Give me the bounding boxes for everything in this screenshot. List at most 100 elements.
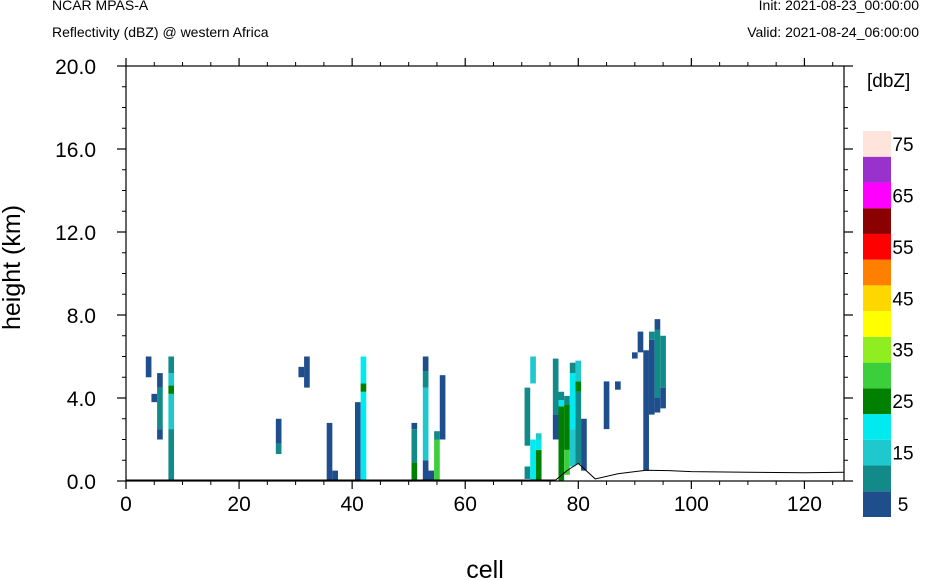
reflectivity-cell	[581, 418, 587, 471]
x-axis-title: cell	[466, 556, 504, 580]
reflectivity-cell	[275, 443, 282, 455]
reflectivity-cell	[168, 373, 175, 386]
terrain-layer	[126, 462, 845, 481]
reflectivity-cell	[654, 319, 661, 330]
reflectivity-cell	[354, 402, 361, 481]
y-tick-label: 20.0	[55, 56, 96, 79]
reflectivity-cell	[422, 356, 429, 372]
reflectivity-cell	[552, 414, 559, 440]
reflectivity-cell	[535, 433, 542, 440]
colorbar-label: 45	[892, 289, 913, 310]
reflectivity-cell	[360, 356, 367, 384]
reflectivity-cell	[631, 352, 638, 359]
colorbar-swatch	[863, 362, 891, 389]
reflectivity-cell	[168, 385, 175, 394]
reflectivity-cell	[558, 400, 565, 407]
y-axis-title: height (km)	[0, 205, 26, 330]
reflectivity-cell	[157, 373, 163, 388]
axis-ticks: 0 20 40 60 80 100 120 0.0 4.0 8.0 12.0 16.0 20.0	[55, 56, 853, 516]
reflectivity-cell	[157, 429, 163, 440]
colorbar-swatch	[863, 465, 891, 492]
x-tick-label: 120	[787, 493, 822, 516]
colorbar-label: 65	[892, 186, 913, 207]
colorbar-swatch	[863, 388, 891, 415]
reflectivity-cell	[524, 387, 531, 446]
colorbar: 5 15 25 35 45 55 65 75	[863, 131, 914, 517]
reflectivity-cell	[575, 391, 582, 465]
reflectivity-cell	[411, 429, 418, 463]
reflectivity-cell	[411, 422, 418, 430]
reflectivity-cell	[575, 360, 582, 382]
colorbar-label: 75	[892, 135, 913, 156]
colorbar-swatch	[863, 491, 891, 517]
colorbar-swatch	[863, 131, 891, 157]
reflectivity-cell	[422, 371, 429, 388]
field-title: Reflectivity (dBZ) @ western Africa	[52, 24, 269, 40]
reflectivity-cell	[151, 393, 158, 403]
reflectivity-cell	[603, 381, 610, 430]
x-tick-label: 100	[674, 493, 709, 516]
colorbar-label: 25	[892, 392, 913, 413]
colorbar-label: 5	[898, 495, 909, 516]
reflectivity-cell	[637, 331, 644, 353]
reflectivity-cell	[298, 366, 305, 378]
colorbar-label: 35	[892, 341, 913, 362]
reflectivity-cell	[569, 373, 576, 430]
reflectivity-cell	[530, 439, 536, 481]
colorbar-swatch	[863, 156, 891, 183]
y-tick-label: 0.0	[67, 471, 96, 494]
x-tick-label: 0	[120, 493, 132, 516]
y-tick-label: 16.0	[55, 139, 96, 162]
reflectivity-cell	[564, 404, 570, 450]
reflectivity-cell	[145, 356, 152, 378]
reflectivity-cell	[422, 387, 429, 461]
x-tick-label: 40	[340, 493, 363, 516]
reflectivity-cell	[157, 387, 163, 430]
reflectivity-cell	[535, 449, 542, 481]
reflectivity-cell	[569, 429, 576, 467]
reflectivity-cell	[564, 449, 570, 475]
reflectivity-cells	[145, 319, 666, 481]
reflectivity-cell	[552, 358, 559, 415]
x-tick-label: 20	[227, 493, 250, 516]
colorbar-swatch	[863, 336, 891, 363]
reflectivity-cell	[434, 431, 440, 440]
colorbar-swatch	[863, 285, 891, 312]
y-tick-label: 12.0	[55, 222, 96, 245]
reflectivity-cell	[643, 350, 649, 471]
reflectivity-cell	[524, 466, 531, 479]
reflectivity-cell	[660, 387, 666, 409]
reflectivity-cell	[360, 391, 367, 481]
reflectivity-cell	[558, 406, 565, 481]
colorbar-swatch	[863, 439, 891, 466]
reflectivity-cell	[428, 470, 435, 481]
reflectivity-cell	[648, 331, 655, 340]
colorbar-swatch	[863, 182, 891, 209]
colorbar-swatch	[863, 208, 891, 234]
reflectivity-cell	[422, 460, 429, 481]
reflectivity-cell	[648, 339, 655, 415]
reflectivity-cell	[575, 381, 582, 392]
reflectivity-cell	[411, 462, 418, 481]
reflectivity-cell	[360, 383, 367, 392]
reflectivity-cell	[275, 418, 282, 444]
reflectivity-cell	[660, 335, 666, 388]
x-tick-label: 80	[567, 493, 590, 516]
reflectivity-cell	[439, 375, 446, 440]
colorbar-swatch	[863, 233, 891, 260]
reflectivity-cell	[168, 356, 175, 374]
model-title: NCAR MPAS-A	[52, 0, 149, 13]
y-tick-label: 4.0	[67, 388, 96, 411]
colorbar-label: 15	[892, 444, 913, 465]
colorbar-swatch	[863, 414, 891, 440]
reflectivity-cell	[434, 439, 440, 481]
reflectivity-cell	[564, 395, 570, 405]
reflectivity-cell	[332, 470, 339, 481]
init-time: Init: 2021-08-23_00:00:00	[758, 0, 919, 13]
reflectivity-cell	[569, 362, 576, 374]
colorbar-swatch	[863, 311, 891, 337]
x-tick-label: 60	[454, 493, 477, 516]
colorbar-unit: [dbZ]	[867, 71, 910, 92]
reflectivity-cell	[168, 429, 175, 481]
